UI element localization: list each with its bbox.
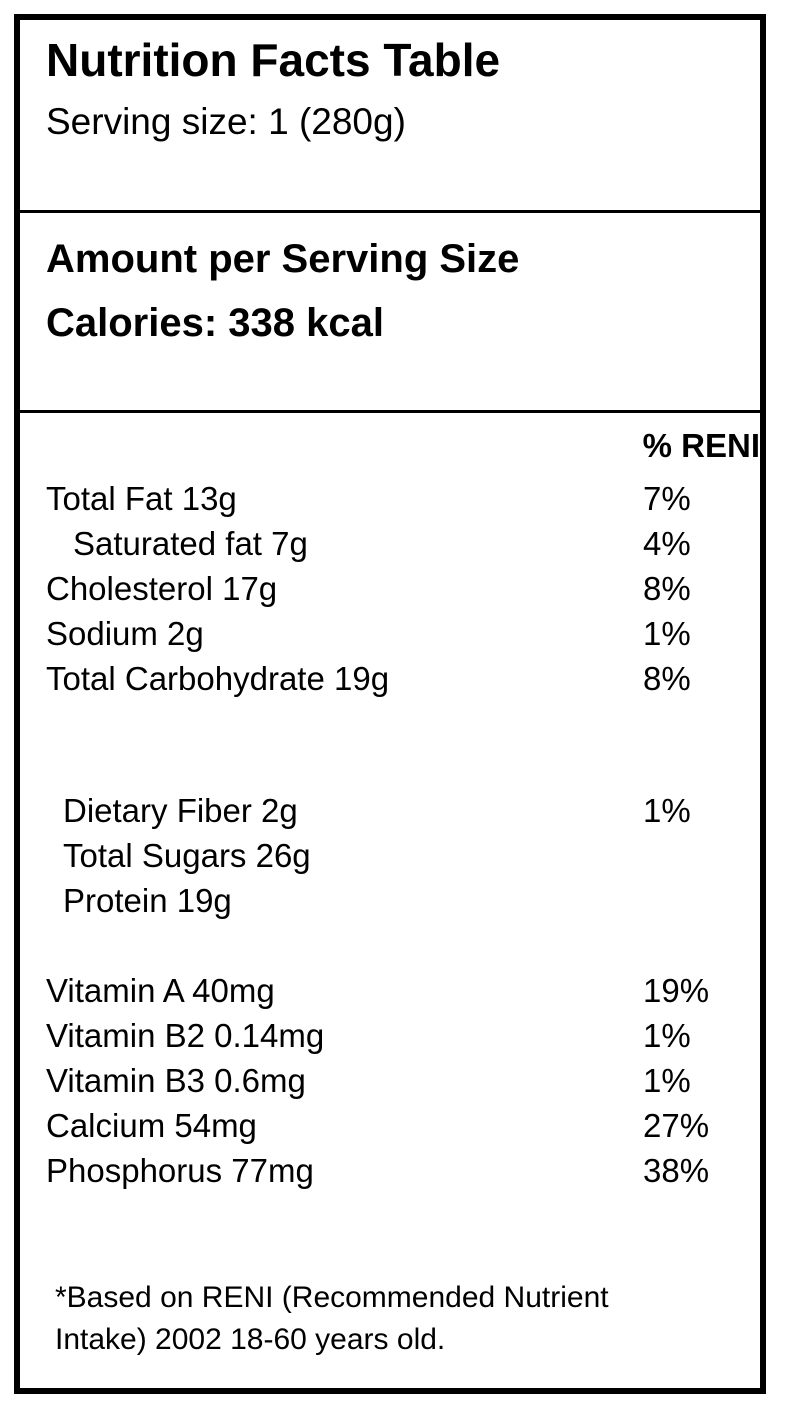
table-header-row: % RENI <box>20 423 760 468</box>
nutrient-name: Calcium 54mg <box>46 1107 257 1144</box>
nutrient-name: Cholesterol 17g <box>46 570 278 607</box>
nutrient-row-total-fat: Total Fat 13g 7% <box>20 476 760 521</box>
nutrient-name: Dietary Fiber 2g <box>63 792 298 829</box>
nutrient-percent <box>643 878 760 923</box>
nutrient-percent: 38% <box>643 1152 710 1189</box>
nutrient-row-vitamin-b2: Vitamin B2 0.14mg 1% <box>20 1013 760 1058</box>
nutrient-table-section: % RENI Total Fat 13g 7% Saturated fat 7g… <box>20 413 760 1361</box>
nutrient-row-vitamin-a: Vitamin A 40mg 19% <box>20 968 760 1013</box>
nutrient-name: Sodium 2g <box>46 615 204 652</box>
nutrient-row-saturated-fat: Saturated fat 7g 4% <box>20 521 760 566</box>
nutrient-row-total-carbohydrate: Total Carbohydrate 19g 8% <box>20 656 760 701</box>
nutrient-percent: 1% <box>643 1062 691 1099</box>
reni-footnote: *Based on RENI (Recommended Nutrient Int… <box>55 1281 609 1356</box>
nutrient-percent: 8% <box>643 570 691 607</box>
amount-per-serving-text: Amount per Serving Size <box>46 237 520 281</box>
nutrient-row-dietary-fiber: Dietary Fiber 2g 1% <box>20 788 760 833</box>
nutrient-row-calcium: Calcium 54mg 27% <box>20 1103 760 1148</box>
header-section: Nutrition Facts Table Serving size: 1 (2… <box>20 20 760 213</box>
nutrient-percent: 1% <box>643 1017 691 1054</box>
nutrient-row-vitamin-b3: Vitamin B3 0.6mg 1% <box>20 1058 760 1103</box>
header-spacer <box>20 423 643 468</box>
summary-section: Amount per Serving Size Calories: 338 kc… <box>20 213 760 413</box>
nutrient-name: Saturated fat 7g <box>73 525 308 562</box>
nutrient-percent: 8% <box>643 660 691 697</box>
nutrient-name: Total Carbohydrate 19g <box>46 660 390 697</box>
nutrient-percent: 1% <box>643 615 691 652</box>
nutrient-row-sodium: Sodium 2g 1% <box>20 611 760 656</box>
nutrient-percent <box>643 833 760 878</box>
nutrient-percent: 27% <box>643 1107 710 1144</box>
nutrient-percent: 7% <box>643 480 691 517</box>
nutrient-name: Vitamin A 40mg <box>46 972 275 1009</box>
serving-size-text: Serving size: 1 (280g) <box>46 100 406 142</box>
nutrient-name: Phosphorus 77mg <box>46 1152 314 1189</box>
nutrition-facts-label: Nutrition Facts Table Serving size: 1 (2… <box>14 14 766 1394</box>
nutrient-name: Vitamin B2 0.14mg <box>46 1017 325 1054</box>
nutrient-row-phosphorus: Phosphorus 77mg 38% <box>20 1148 760 1193</box>
nutrient-row-cholesterol: Cholesterol 17g 8% <box>20 566 760 611</box>
nutrient-name: Vitamin B3 0.6mg <box>46 1062 306 1099</box>
percent-reni-header: % RENI <box>642 427 760 464</box>
calories-text: Calories: 338 kcal <box>46 301 384 345</box>
nutrient-row-total-sugars: Total Sugars 26g <box>20 833 760 878</box>
nutrient-name: Total Sugars 26g <box>63 837 311 874</box>
nutrient-percent: 19% <box>643 972 710 1009</box>
nutrient-percent: 1% <box>643 792 691 829</box>
label-title: Nutrition Facts Table <box>46 34 501 86</box>
nutrient-name: Protein 19g <box>63 882 232 919</box>
nutrient-name: Total Fat 13g <box>46 480 237 517</box>
nutrient-row-protein: Protein 19g <box>20 878 760 923</box>
nutrient-percent: 4% <box>643 525 691 562</box>
